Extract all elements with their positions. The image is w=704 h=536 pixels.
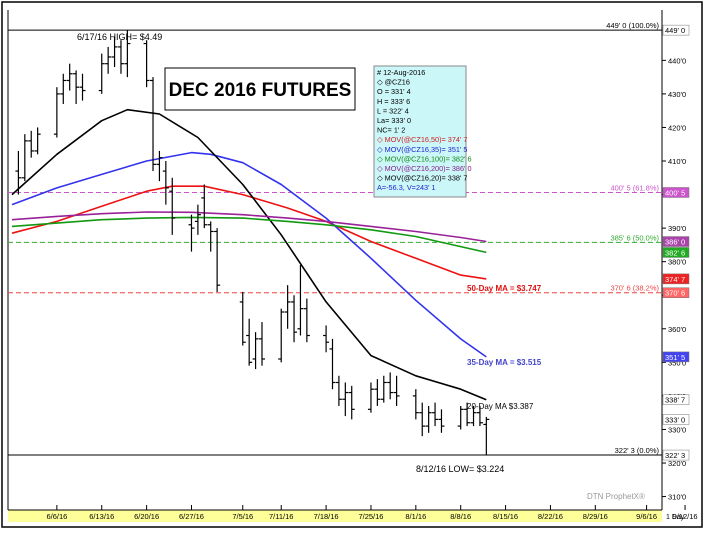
info-line-11: ◇ MOV(@CZ16,20)= 338' 7	[377, 174, 467, 183]
level-label-1: 400' 5 (61.8%)	[610, 183, 659, 192]
x-tick-label-2: 6/20/16	[134, 512, 159, 521]
x-tick-label-14: 9/12/16	[673, 512, 698, 521]
high-annotation: 6/17/16 HIGH= $4.49	[77, 32, 162, 42]
y-tick-label-10: 410'0	[668, 157, 686, 166]
y-tick-label-2: 330'0	[668, 425, 686, 434]
info-line-8: ◇ MOV(@CZ16,35)= 351' 5	[377, 145, 467, 154]
title-box	[164, 67, 356, 111]
x-tick-label-7: 7/25/16	[358, 512, 383, 521]
level-box-text-1: 400' 5	[665, 188, 685, 197]
ma-line-20-day-ma	[11, 108, 487, 401]
last-value-box-2	[662, 273, 690, 285]
y-tick-label-11: 420'0	[668, 123, 686, 132]
x-tick-label-1: 6/13/16	[89, 512, 114, 521]
info-line-2: O = 331' 4	[377, 87, 411, 96]
chart-title: DEC 2016 FUTURES	[169, 80, 352, 101]
last-value-text-5: 333' 0	[665, 415, 685, 424]
low-annotation: 8/12/16 LOW= $3.224	[416, 464, 504, 474]
x-tick-label-6: 7/18/16	[314, 512, 339, 521]
level-label-2: 385' 6 (50.0%)	[610, 233, 659, 242]
last-value-box-4	[662, 394, 690, 405]
last-value-box-3	[662, 351, 690, 363]
ma-line-100-day-ma	[11, 216, 487, 254]
info-line-10: ◇ MOV(@CZ16,200)= 386' 0	[377, 164, 472, 173]
level-box-4	[662, 449, 690, 461]
y-tick-label-4: 350'0	[668, 358, 686, 367]
moving-averages-layer	[11, 108, 487, 401]
info-line-7: ◇ MOV(@CZ16,50)= 374' 7	[377, 135, 467, 144]
last-value-box-0	[662, 236, 690, 247]
date-axis-strip	[8, 510, 662, 522]
last-value-box-5	[662, 414, 690, 425]
x-tick-label-0: 6/6/16	[46, 512, 67, 521]
last-value-text-1: 382' 6	[665, 248, 685, 257]
level-box-0	[662, 24, 690, 36]
x-tick-label-5: 7/11/16	[269, 512, 293, 521]
level-label-4: 322' 3 (0.0%)	[615, 446, 660, 455]
last-value-box-1	[662, 247, 690, 258]
info-line-1: ◇ @CZ16	[377, 78, 410, 87]
info-line-12: A=-56.3, V=243' 1	[377, 183, 436, 192]
level-label-0: 449' 0 (100.0%)	[606, 21, 659, 30]
y-tick-label-12: 430'0	[668, 90, 686, 99]
level-box-3	[662, 287, 690, 298]
level-label-3: 370' 6 (38.2%)	[610, 284, 659, 293]
last-value-text-4: 338' 7	[665, 396, 685, 405]
x-tick-label-3: 6/27/16	[179, 512, 204, 521]
info-line-0: # 12-Aug-2016	[377, 68, 425, 77]
info-line-3: H = 333' 6	[377, 97, 410, 106]
info-box	[373, 65, 467, 198]
ma-line-35-day-ma	[11, 151, 487, 358]
y-tick-label-1: 320'0	[668, 459, 686, 468]
ma20-annotation: 20-Day MA $3.387	[467, 402, 534, 411]
y-tick-label-13: 440'0	[668, 56, 686, 65]
watermark: DTN ProphetX®	[587, 492, 645, 501]
date-axis: 6/6/16 6/13/16 6/20/16 6/27/16 7/5/16 7/11/16…	[46, 505, 698, 521]
level-box-text-4: 322' 3	[665, 451, 685, 460]
x-tick-label-4: 7/5/16	[232, 512, 253, 521]
x-tick-label-9: 8/8/16	[450, 512, 471, 521]
level-box-text-3: 370' 6	[665, 289, 685, 298]
last-value-text-0: 386' 0	[665, 238, 685, 247]
level-box-text-0: 449' 0	[665, 26, 685, 35]
y-tick-label-0: 310'0	[668, 493, 686, 502]
last-value-text-2: 374' 7	[665, 275, 685, 284]
x-tick-label-13: 9/6/16	[636, 512, 657, 521]
info-line-5: La= 333' 0	[377, 116, 411, 125]
x-tick-label-11: 8/22/16	[538, 512, 563, 521]
info-line-4: L = 322' 4	[377, 106, 409, 115]
ma50-annotation: 50-Day MA = $3.747	[467, 284, 542, 293]
x-tick-label-10: 8/15/16	[493, 512, 518, 521]
timeframe-label: 1 Day	[666, 514, 685, 521]
y-tick-label-8: 390'0	[668, 224, 686, 233]
level-box-1	[662, 187, 690, 198]
last-value-text-3: 351' 5	[665, 353, 685, 362]
info-line-6: NC= 1' 2	[377, 126, 405, 135]
y-tick-label-7: 380'0	[668, 258, 686, 267]
ma-line-50-day-ma	[11, 185, 487, 280]
x-tick-label-8: 8/1/16	[405, 512, 426, 521]
horizontal-levels-layer: 449' 0 (100.0%) 400' 5 (61.8%) 385' 6 (50.…	[8, 21, 662, 456]
ma35-annotation: 35-Day MA = $3.515	[467, 358, 542, 367]
x-tick-label-12: 8/29/16	[583, 512, 608, 521]
ma-line-200-day-ma	[11, 211, 487, 243]
y-tick-label-5: 360'0	[668, 325, 686, 334]
info-line-9: ◇ MOV(@CZ16,100)= 382' 6	[377, 154, 472, 163]
ohlc-bars-layer	[15, 30, 490, 455]
